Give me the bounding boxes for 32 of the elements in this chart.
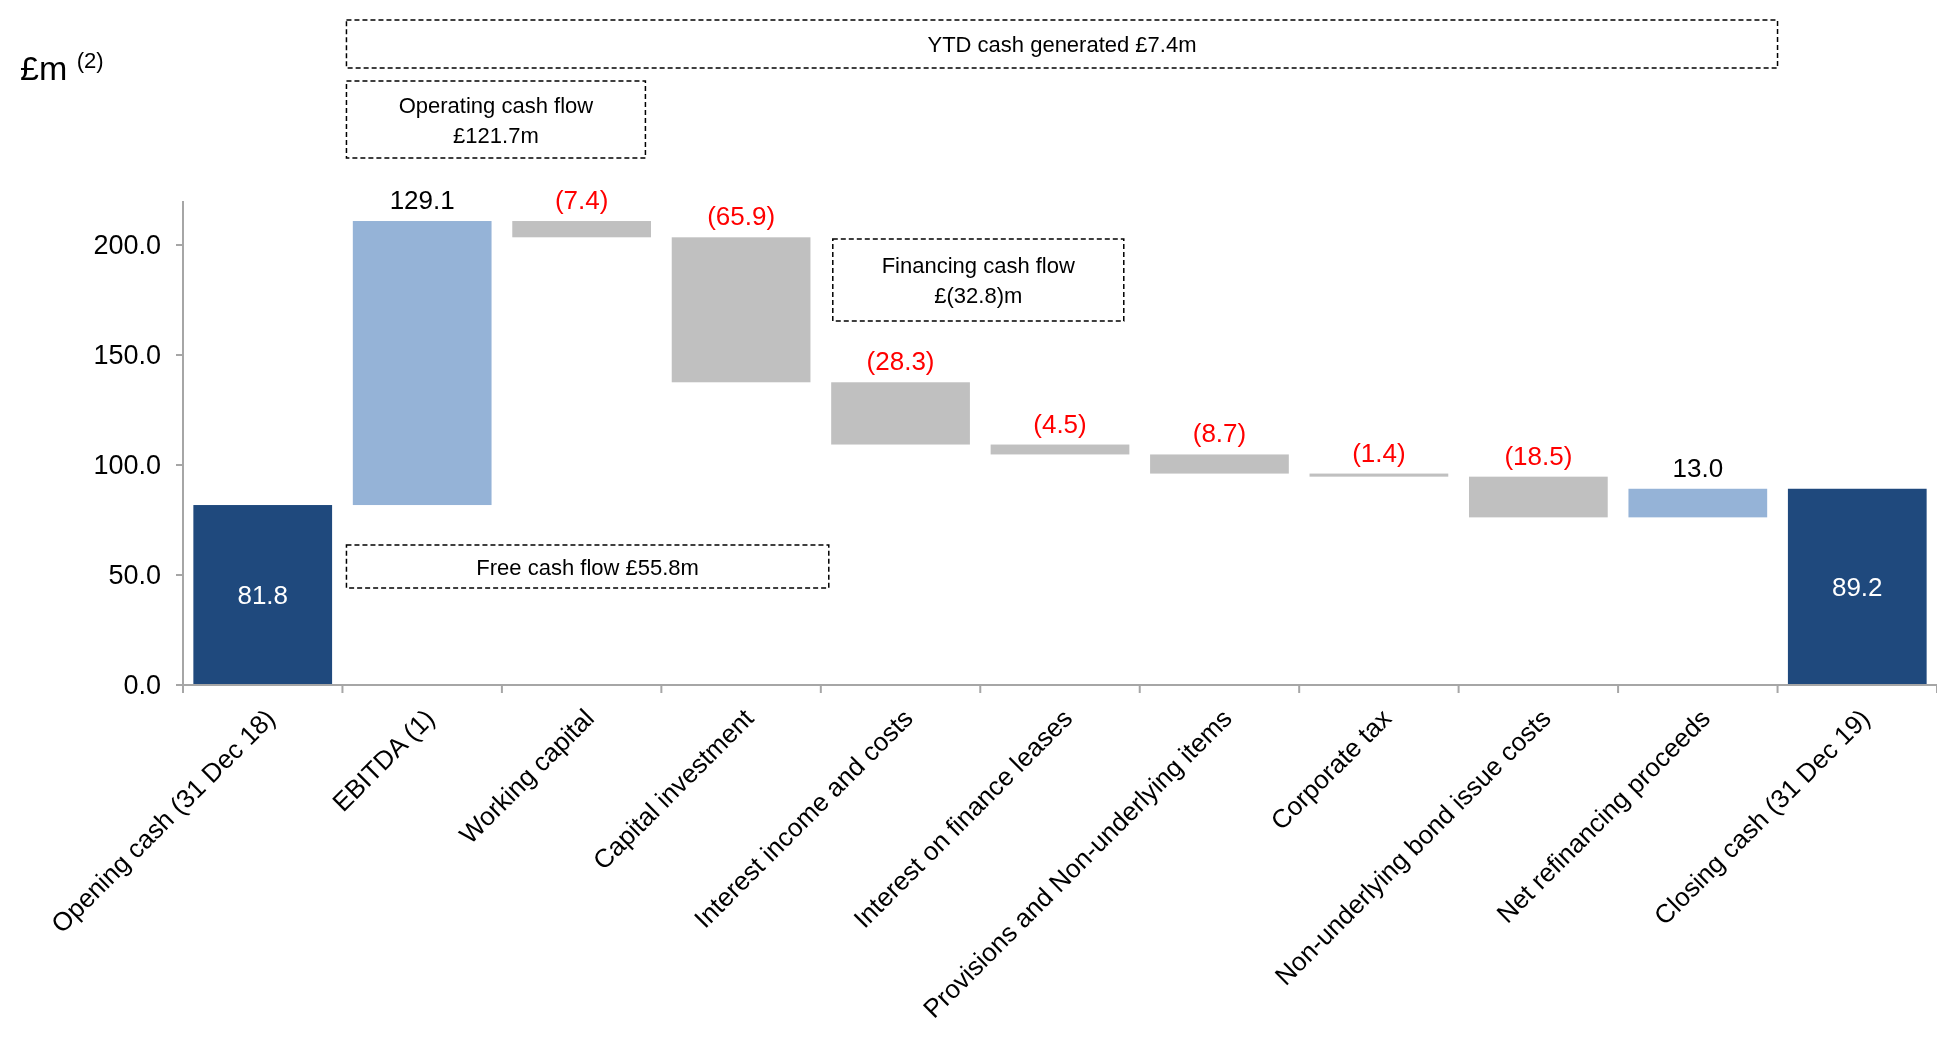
data-label: 81.8 xyxy=(237,580,289,611)
y-tick-label: 100.0 xyxy=(93,450,161,480)
bar xyxy=(1150,454,1289,474)
y-tick-label: 0.0 xyxy=(123,670,161,700)
y-tick-label: 200.0 xyxy=(93,230,161,260)
bar xyxy=(1787,488,1927,685)
annotation: Free cash flow £55.8m xyxy=(476,554,699,580)
data-label: (8.7) xyxy=(1192,418,1247,449)
bar xyxy=(1309,473,1449,477)
data-label: (1.4) xyxy=(1352,437,1406,468)
bar xyxy=(671,237,811,383)
text: Operating cash flow £121.7m xyxy=(398,92,594,148)
annotation: Financing cash flow £(32.8)m xyxy=(881,253,1075,308)
bar xyxy=(831,382,970,445)
data-label: 129.1 xyxy=(389,185,455,216)
bar xyxy=(1469,476,1608,518)
y-axis-title: £m $^{(2)}$ xyxy=(20,47,104,87)
data-label: (18.5) xyxy=(1504,440,1573,471)
y-tick-label: 150.0 xyxy=(93,340,161,370)
bar xyxy=(352,221,492,506)
text: YTD cash generated £7.4m xyxy=(927,32,1197,57)
bar xyxy=(1628,488,1768,518)
data-label: (4.5) xyxy=(1033,408,1087,439)
y-tick-label: 50.0 xyxy=(108,560,161,590)
data-label: (28.3) xyxy=(866,346,935,377)
bar xyxy=(193,505,333,685)
data-label: (7.4) xyxy=(554,185,609,216)
data-label: 13.0 xyxy=(1672,452,1724,483)
data-label: 89.2 xyxy=(1831,571,1883,602)
bar xyxy=(512,221,651,238)
data-label: (65.9) xyxy=(707,201,776,232)
bar xyxy=(990,444,1130,455)
